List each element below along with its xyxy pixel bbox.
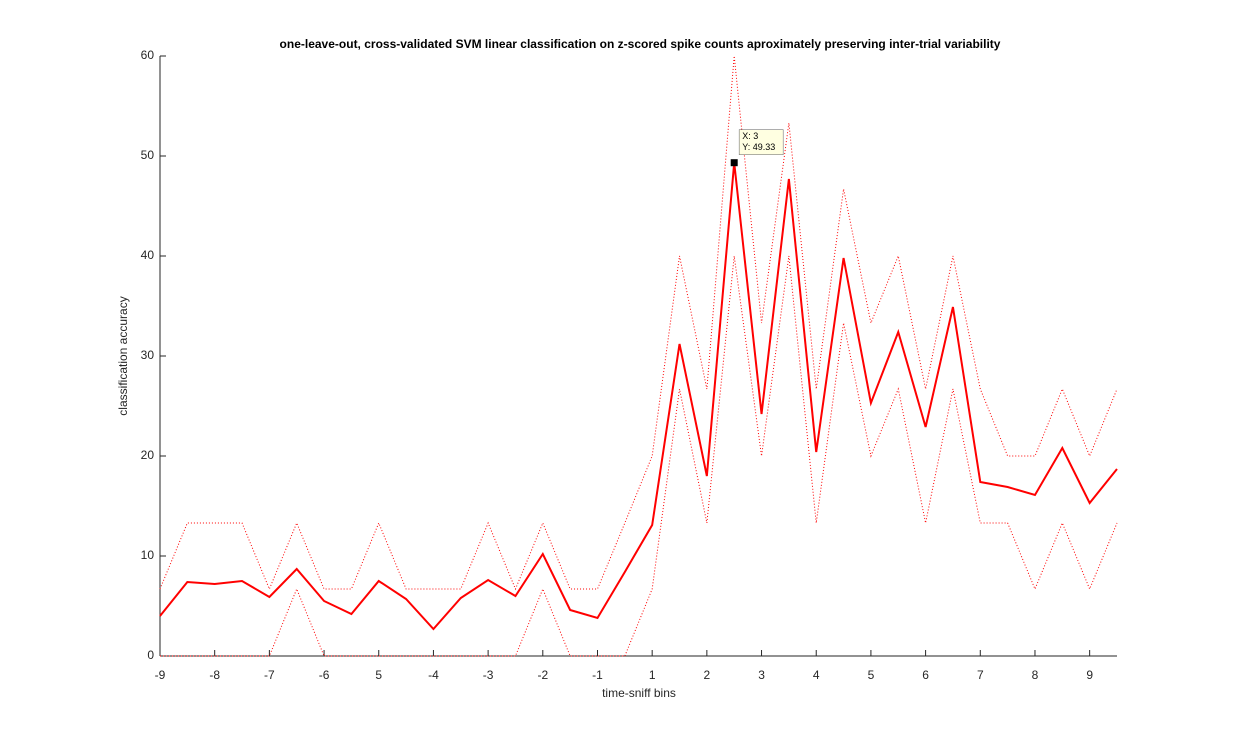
x-tick-label: -9: [155, 668, 166, 682]
x-tick-label: 5: [868, 668, 875, 682]
y-tick-label: 20: [141, 448, 155, 462]
y-tick-label: 60: [141, 48, 155, 62]
y-tick-label: 30: [141, 348, 155, 362]
x-tick-label: 7: [977, 668, 984, 682]
x-tick-label: -3: [483, 668, 494, 682]
datatip-box: [738, 129, 784, 155]
series-line: [160, 255, 1118, 657]
series-line: [159, 162, 1118, 631]
x-tick-label: -1: [592, 668, 603, 682]
chart-title: one-leave-out, cross-validated SVM linea…: [280, 37, 1001, 51]
y-tick-label: 10: [141, 548, 155, 562]
x-tick-label: 2: [704, 668, 711, 682]
x-tick-label: -6: [319, 668, 330, 682]
x-tick-label: -4: [428, 668, 439, 682]
x-tick-label: 5: [375, 668, 382, 682]
x-tick-label: 3: [758, 668, 765, 682]
x-tick-label: 1: [649, 668, 656, 682]
x-axis-label: time-sniff bins: [602, 686, 676, 700]
datatip-x: X: 3: [742, 131, 758, 141]
y-tick-label: 40: [141, 248, 155, 262]
y-tick-label: 50: [141, 148, 155, 162]
x-tick-label: -2: [537, 668, 548, 682]
datatip-y: Y: 49.33: [742, 142, 775, 152]
x-tick-label: 4: [813, 668, 820, 682]
x-tick-label: 9: [1086, 668, 1093, 682]
y-tick-label: 0: [147, 648, 154, 662]
y-axis-label: classification accuracy: [116, 296, 130, 415]
x-tick-label: -7: [264, 668, 275, 682]
x-tick-label: -8: [209, 668, 220, 682]
datatip-marker: [730, 159, 738, 167]
x-tick-label: 6: [922, 668, 929, 682]
series-line: [159, 55, 1118, 591]
x-tick-label: 8: [1032, 668, 1039, 682]
